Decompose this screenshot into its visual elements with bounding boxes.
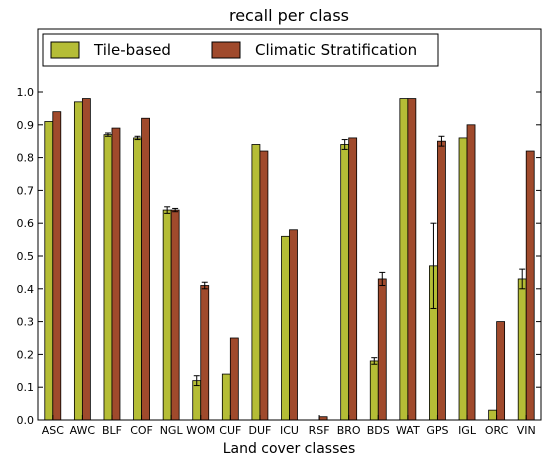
x-tick-label-icu: ICU <box>280 424 299 437</box>
x-axis-ticks: ASC AWC BLF COF NGL WOM CUF DUF ICU RSF BRO BDS WAT G… <box>42 415 536 437</box>
x-tick-label-bro: BRO <box>337 424 361 437</box>
x-tick-label-gps: GPS <box>426 424 448 437</box>
x-axis-label: Land cover classes <box>223 441 356 457</box>
x-tick-label-cof: COF <box>130 424 153 437</box>
legend-label-tile-based: Tile-based <box>93 41 171 59</box>
y-tick-label: 0.4 <box>17 283 35 296</box>
y-tick-label: 0.0 <box>17 414 35 427</box>
x-tick-label-cuf: CUF <box>219 424 241 437</box>
legend-swatch-tile-based <box>50 41 80 59</box>
bar-cof-tile-based <box>133 137 142 421</box>
bar-cuf-tile-based <box>221 373 231 421</box>
bar-awc-climatic-stratification <box>81 98 91 421</box>
bar-cof-climatic-stratification <box>141 117 150 421</box>
bar-awc-tile-based <box>73 101 83 421</box>
bar-vin-climatic-stratification <box>525 150 535 421</box>
x-tick-label-wom: WOM <box>186 424 215 437</box>
bar-icu-tile-based <box>281 235 290 421</box>
error-bar-gps-climatic-stratification <box>438 135 445 147</box>
bar-wat-tile-based <box>399 98 409 421</box>
error-bar-ngl-climatic-stratification <box>172 207 179 213</box>
bar-ngl-climatic-stratification <box>170 209 180 421</box>
legend-swatch-climatic-stratification <box>211 41 241 59</box>
x-tick-label-rsf: RSF <box>309 424 330 437</box>
plot-frame <box>37 28 542 421</box>
bar-orc-climatic-stratification <box>496 321 506 421</box>
bar-icu-climatic-stratification <box>289 229 298 421</box>
y-tick-label: 0.6 <box>17 217 35 230</box>
y-tick-label: 1.0 <box>17 86 35 99</box>
y-tick-label: 0.1 <box>17 381 35 394</box>
bar-wom-climatic-stratification <box>200 285 210 421</box>
y-tick-label: 0.7 <box>17 184 35 197</box>
legend: Tile-based Climatic Stratification <box>42 33 439 67</box>
bars-layer <box>44 98 535 421</box>
chart-title: recall per class <box>229 6 349 25</box>
error-bar-wom-climatic-stratification <box>201 281 208 290</box>
bar-bro-climatic-stratification <box>348 137 358 421</box>
bar-bds-climatic-stratification <box>377 278 387 421</box>
x-tick-label-wat: WAT <box>396 424 420 437</box>
error-bar-wom-tile-based <box>193 375 200 387</box>
x-tick-label-duf: DUF <box>248 424 271 437</box>
x-tick-label-awc: AWC <box>70 424 96 437</box>
x-tick-label-igl: IGL <box>458 424 477 437</box>
error-bar-cof-tile-based <box>134 135 141 141</box>
bar-bds-tile-based <box>369 360 379 421</box>
bar-cuf-climatic-stratification <box>229 337 239 421</box>
bar-duf-climatic-stratification <box>259 150 269 421</box>
bar-igl-tile-based <box>458 137 468 421</box>
y-axis-ticks: 0.0 0.1 0.2 0.3 0.4 0.5 0.6 0.7 0.8 0.9 1.0 <box>17 86 541 427</box>
bar-wat-climatic-stratification <box>407 98 417 421</box>
error-bar-bds-climatic-stratification <box>379 271 386 287</box>
bar-gps-climatic-stratification <box>437 140 446 421</box>
y-tick-label: 0.3 <box>17 316 35 329</box>
y-tick-label: 0.8 <box>17 152 35 165</box>
bar-blf-tile-based <box>103 134 113 421</box>
y-tick-label: 0.9 <box>17 119 35 132</box>
error-bar-vin-tile-based <box>519 268 526 290</box>
bar-wom-tile-based <box>192 380 202 421</box>
x-tick-label-bds: BDS <box>367 424 390 437</box>
bar-asc-tile-based <box>44 121 54 421</box>
bar-igl-climatic-stratification <box>466 124 476 421</box>
bar-blf-climatic-stratification <box>111 127 121 421</box>
error-bar-ngl-tile-based <box>164 206 171 214</box>
y-tick-label: 0.2 <box>17 348 35 361</box>
bar-duf-tile-based <box>251 144 261 421</box>
x-tick-label-orc: ORC <box>485 424 509 437</box>
bar-asc-climatic-stratification <box>52 111 62 421</box>
x-tick-label-vin: VIN <box>517 424 536 437</box>
bar-orc-tile-based <box>488 409 498 421</box>
error-bar-blf-tile-based <box>104 132 111 137</box>
error-bar-gps-tile-based <box>430 222 437 309</box>
legend-label-climatic-stratification: Climatic Stratification <box>255 41 417 59</box>
error-bar-bro-tile-based <box>341 139 348 150</box>
bar-vin-tile-based <box>517 278 527 421</box>
bar-bro-tile-based <box>340 144 350 421</box>
x-tick-label-ngl: NGL <box>160 424 184 437</box>
x-tick-label-asc: ASC <box>42 424 65 437</box>
y-tick-label: 0.5 <box>17 250 35 263</box>
bar-ngl-tile-based <box>162 209 172 421</box>
error-bar-bds-tile-based <box>371 357 378 365</box>
x-tick-label-blf: BLF <box>102 424 122 437</box>
